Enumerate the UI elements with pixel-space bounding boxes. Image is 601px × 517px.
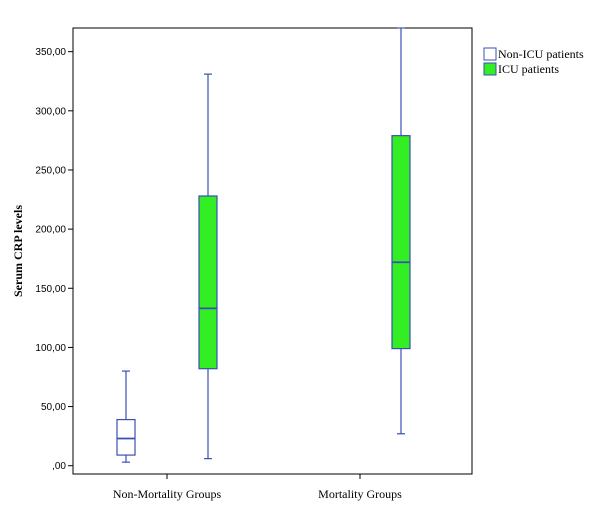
legend-swatch-1 [483,62,497,76]
y-tick-label-2: 100,00 [35,343,66,354]
y-tick-label-3: 150,00 [35,284,66,295]
legend-swatch-0 [483,47,497,61]
y-tick-label-0: ,00 [52,461,66,472]
x-category-label-1: Mortality Groups [318,487,402,501]
box-0-0-iqr [116,418,136,456]
legend-label-1: ICU patients [498,62,559,76]
y-tick-label-7: 350,00 [35,47,66,58]
y-tick-label-6: 300,00 [35,106,66,117]
legend-label-0: Non-ICU patients [498,47,584,61]
box-1-1-iqr [391,135,411,350]
x-category-label-0: Non-Mortality Groups [113,487,222,501]
box-1-0-iqr [198,195,218,370]
y-tick-label-5: 250,00 [35,165,66,176]
y-tick-label-1: 50,00 [41,402,66,413]
y-axis-label: Serum CRP levels [11,205,25,297]
y-tick-label-4: 200,00 [35,225,66,236]
plot-frame [72,27,473,475]
